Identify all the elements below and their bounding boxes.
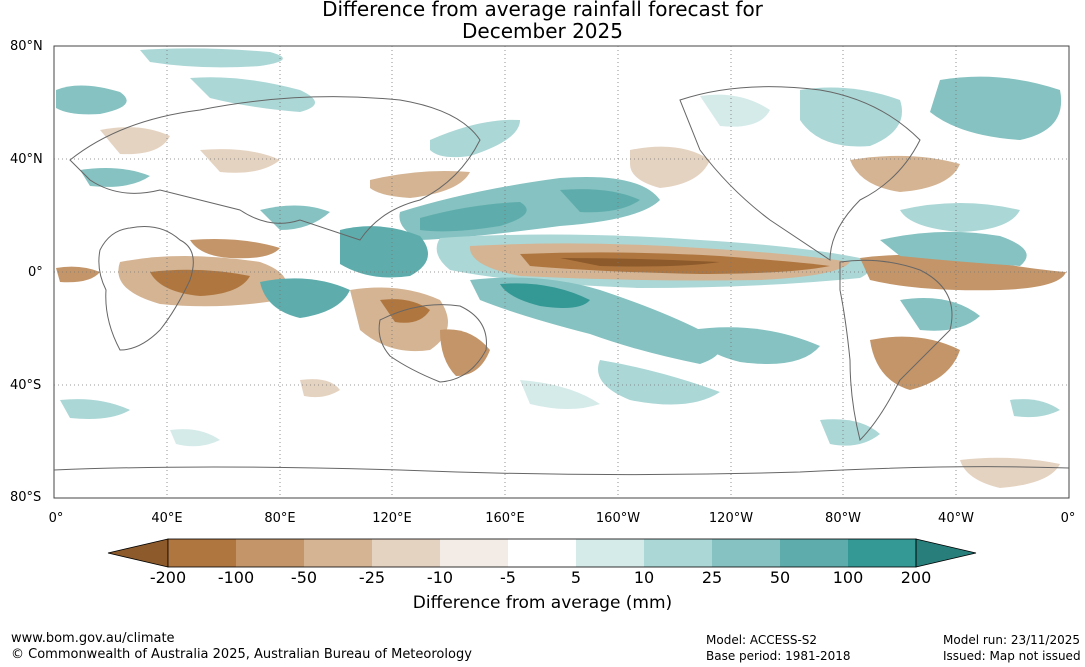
colorbar-swatch [168,539,236,567]
colorbar-swatch [440,539,508,567]
colorbar-tick: 10 [633,568,655,587]
colorbar-swatch [780,539,848,567]
lat-label-80n: 80°N [10,39,43,54]
colorbar-swatch [712,539,780,567]
lon-label: 120°W [708,511,754,526]
footer-url: www.bom.gov.au/climate [11,631,175,646]
colorbar-extend-high [915,538,977,568]
colorbar-tick: 50 [769,568,791,587]
colorbar-extend-low [107,538,169,568]
colorbar-tick: -10 [426,568,454,587]
footer-model: Model: ACCESS-S2 [706,633,818,647]
colorbar-tick: 200 [900,568,932,587]
lon-label: 160°E [485,511,525,526]
lon-label: 40°W [938,511,974,526]
colorbar-swatch [304,539,372,567]
colorbar-tick: -50 [290,568,318,587]
footer-issued: Issued: Map not issued [943,649,1081,663]
lon-label: 120°E [372,511,412,526]
footer-base-period: Base period: 1981-2018 [706,649,851,663]
lon-label: 40°E [151,511,183,526]
lat-label-40s: 40°S [10,378,42,393]
lat-label-80s: 80°S [10,490,42,505]
colorbar-tick: -5 [500,568,516,587]
lon-label: 0° [48,511,64,526]
lon-label: 0° [1060,511,1076,526]
lon-label: 160°W [595,511,641,526]
colorbar-tick: -200 [149,568,187,587]
colorbar-swatch [508,539,576,567]
colorbar-tick: -25 [358,568,386,587]
lat-label-equator: 0° [28,265,43,280]
map-title-line2: December 2025 [462,19,623,43]
lat-label-40n: 40°N [10,152,43,167]
graticule [54,46,1069,498]
colorbar-tick: 25 [701,568,723,587]
colorbar-swatch [576,539,644,567]
footer-copyright: © Commonwealth of Australia 2025, Austra… [11,647,472,662]
anomaly-patches [56,48,1066,488]
colorbar-swatch [236,539,304,567]
footer-model-run: Model run: 23/11/2025 [943,633,1081,647]
colorbar [107,538,977,568]
map-title-line1: Difference from average rainfall forecas… [322,0,763,21]
colorbar-swatch [644,539,712,567]
lon-label: 80°E [264,511,296,526]
lon-label: 80°W [825,511,861,526]
colorbar-title: Difference from average (mm) [412,593,673,613]
colorbar-tick: -100 [217,568,255,587]
colorbar-swatch [372,539,440,567]
coastlines [53,86,1070,476]
colorbar-swatch [848,539,916,567]
colorbar-tick: 5 [570,568,582,587]
colorbar-tick: 100 [832,568,864,587]
